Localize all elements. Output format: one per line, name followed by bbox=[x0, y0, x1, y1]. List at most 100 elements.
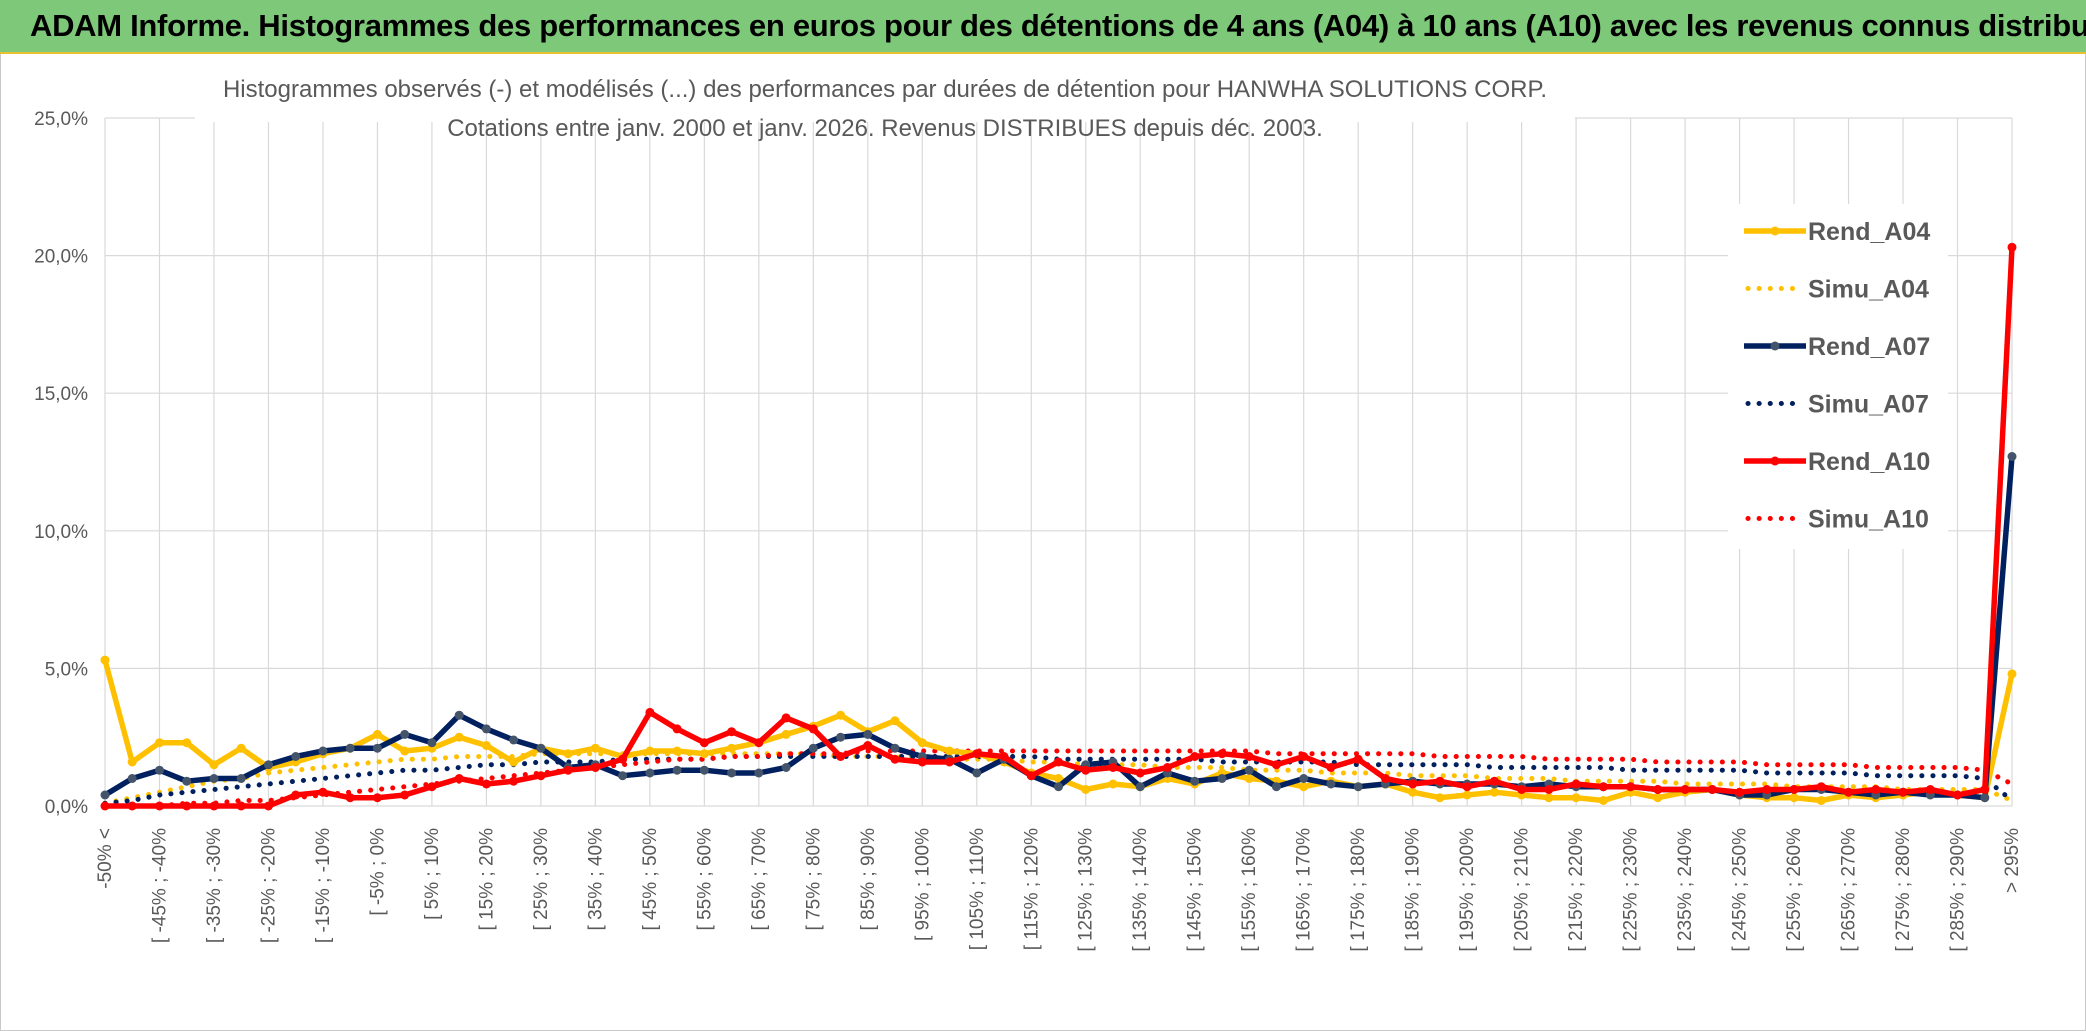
data-point bbox=[781, 763, 791, 772]
data-point bbox=[236, 801, 246, 811]
legend-item-rend_a10[interactable]: Rend_A10 bbox=[1744, 448, 1930, 476]
legend-item-simu_a04[interactable]: Simu_A04 bbox=[1745, 276, 1929, 304]
data-point bbox=[1244, 765, 1254, 775]
data-point bbox=[345, 793, 355, 803]
data-point bbox=[863, 729, 873, 739]
data-point bbox=[781, 729, 791, 739]
x-tick-label: [ 95% ; 100% bbox=[912, 828, 933, 941]
data-point bbox=[1571, 793, 1581, 803]
data-point bbox=[1408, 787, 1418, 797]
data-point bbox=[509, 776, 519, 786]
data-point bbox=[1244, 752, 1254, 761]
x-tick-label: [ 25% ; 30% bbox=[531, 828, 552, 931]
data-point bbox=[645, 746, 655, 756]
data-point bbox=[1462, 782, 1472, 792]
data-point bbox=[509, 735, 519, 745]
data-point bbox=[1217, 749, 1227, 759]
data-point bbox=[699, 749, 709, 759]
data-point bbox=[182, 801, 192, 811]
data-point bbox=[1980, 785, 1990, 794]
y-tick-label: 10,0% bbox=[34, 522, 88, 543]
legend-item-rend_a04[interactable]: Rend_A04 bbox=[1744, 218, 1930, 246]
report-title: ADAM Informe. Histogrammes des performan… bbox=[30, 8, 2086, 43]
data-point bbox=[1789, 793, 1799, 803]
data-point bbox=[1217, 774, 1227, 783]
data-point bbox=[454, 774, 464, 783]
x-tick-label: [ 245% ; 250% bbox=[1730, 828, 1751, 952]
data-point bbox=[372, 743, 382, 753]
data-point bbox=[917, 738, 927, 748]
data-point bbox=[672, 765, 682, 775]
data-point bbox=[291, 790, 301, 800]
y-tick-label: 5,0% bbox=[45, 659, 88, 680]
legend-background bbox=[1728, 204, 1948, 549]
data-point bbox=[1271, 760, 1281, 770]
chart-title-line-2: Cotations entre janv. 2000 et janv. 2026… bbox=[447, 115, 1323, 142]
legend-item-simu_a07[interactable]: Simu_A07 bbox=[1745, 391, 1929, 419]
x-tick-label: [ -5% ; 0% bbox=[367, 828, 388, 916]
x-tick-label: -50% < bbox=[95, 828, 116, 889]
y-axis: 0,0% 5,0% 10,0% 15,0% 20,0% 25,0% bbox=[34, 109, 88, 818]
data-point bbox=[672, 746, 682, 756]
data-point bbox=[972, 768, 982, 778]
data-point bbox=[1081, 765, 1091, 775]
data-point bbox=[1707, 785, 1717, 794]
series bbox=[100, 242, 2017, 811]
legend[interactable]: Rend_A04 Simu_A04 Rend_A07 Simu_A07 Rend_A10… bbox=[1728, 204, 1948, 549]
data-point bbox=[890, 743, 900, 753]
data-point bbox=[1489, 776, 1499, 786]
data-point bbox=[1135, 782, 1145, 792]
data-point bbox=[727, 727, 737, 737]
data-point bbox=[372, 793, 382, 803]
x-tick-label: [ -45% ; -40% bbox=[149, 828, 170, 943]
data-point bbox=[563, 749, 573, 759]
data-point bbox=[699, 738, 709, 748]
data-point bbox=[618, 754, 628, 764]
data-point bbox=[264, 760, 273, 770]
data-point bbox=[1816, 796, 1826, 805]
x-tick-label: [ 75% ; 80% bbox=[803, 828, 824, 931]
data-point bbox=[209, 774, 219, 783]
x-tick-label: [ 115% ; 120% bbox=[1021, 828, 1042, 950]
x-tick-label: [ 285% ; 290% bbox=[1948, 828, 1969, 952]
data-point bbox=[1653, 793, 1663, 803]
y-tick-label: 15,0% bbox=[34, 384, 88, 405]
legend-item-rend_a07[interactable]: Rend_A07 bbox=[1744, 333, 1930, 361]
x-axis: -50% < [ -45% ; -40% [ -35% ; -30% [ -25% ;… bbox=[95, 828, 2023, 952]
data-point bbox=[590, 743, 600, 753]
data-point bbox=[536, 743, 546, 753]
data-point bbox=[400, 729, 410, 739]
data-point bbox=[236, 743, 246, 753]
x-tick-label: [ 175% ; 180% bbox=[1348, 828, 1369, 952]
data-point bbox=[754, 738, 764, 748]
x-tick-label: [ 155% ; 160% bbox=[1239, 828, 1260, 952]
legend-label: Simu_A07 bbox=[1808, 391, 1929, 419]
x-tick-label: [ 145% ; 150% bbox=[1185, 828, 1206, 952]
chart-title-line-1: Histogrammes observés (-) et modélisés (… bbox=[223, 76, 1547, 103]
legend-label: Simu_A10 bbox=[1808, 506, 1929, 534]
data-point bbox=[1135, 768, 1145, 778]
x-tick-label: [ -15% ; -10% bbox=[313, 828, 334, 943]
y-tick-label: 20,0% bbox=[34, 247, 88, 268]
data-point bbox=[1844, 787, 1853, 797]
x-tick-label: [ 35% ; 40% bbox=[585, 828, 606, 931]
legend-item-simu_a10[interactable]: Simu_A10 bbox=[1745, 506, 1929, 534]
data-point bbox=[345, 743, 355, 753]
data-point bbox=[372, 729, 382, 739]
series-simu_a04 bbox=[102, 751, 2015, 806]
data-point bbox=[672, 724, 682, 734]
x-tick-label: [ 45% ; 50% bbox=[640, 828, 661, 931]
data-point bbox=[2007, 242, 2017, 252]
series-line bbox=[103, 456, 2015, 801]
data-point bbox=[1925, 785, 1935, 794]
data-point bbox=[1462, 790, 1472, 800]
data-point bbox=[917, 757, 927, 767]
data-point bbox=[1054, 757, 1063, 767]
data-point bbox=[1299, 774, 1309, 783]
data-point bbox=[1435, 776, 1445, 786]
legend-label: Rend_A07 bbox=[1808, 333, 1930, 361]
data-point bbox=[1380, 774, 1390, 783]
data-point bbox=[727, 743, 737, 753]
data-point bbox=[127, 757, 137, 767]
data-point bbox=[155, 801, 164, 811]
